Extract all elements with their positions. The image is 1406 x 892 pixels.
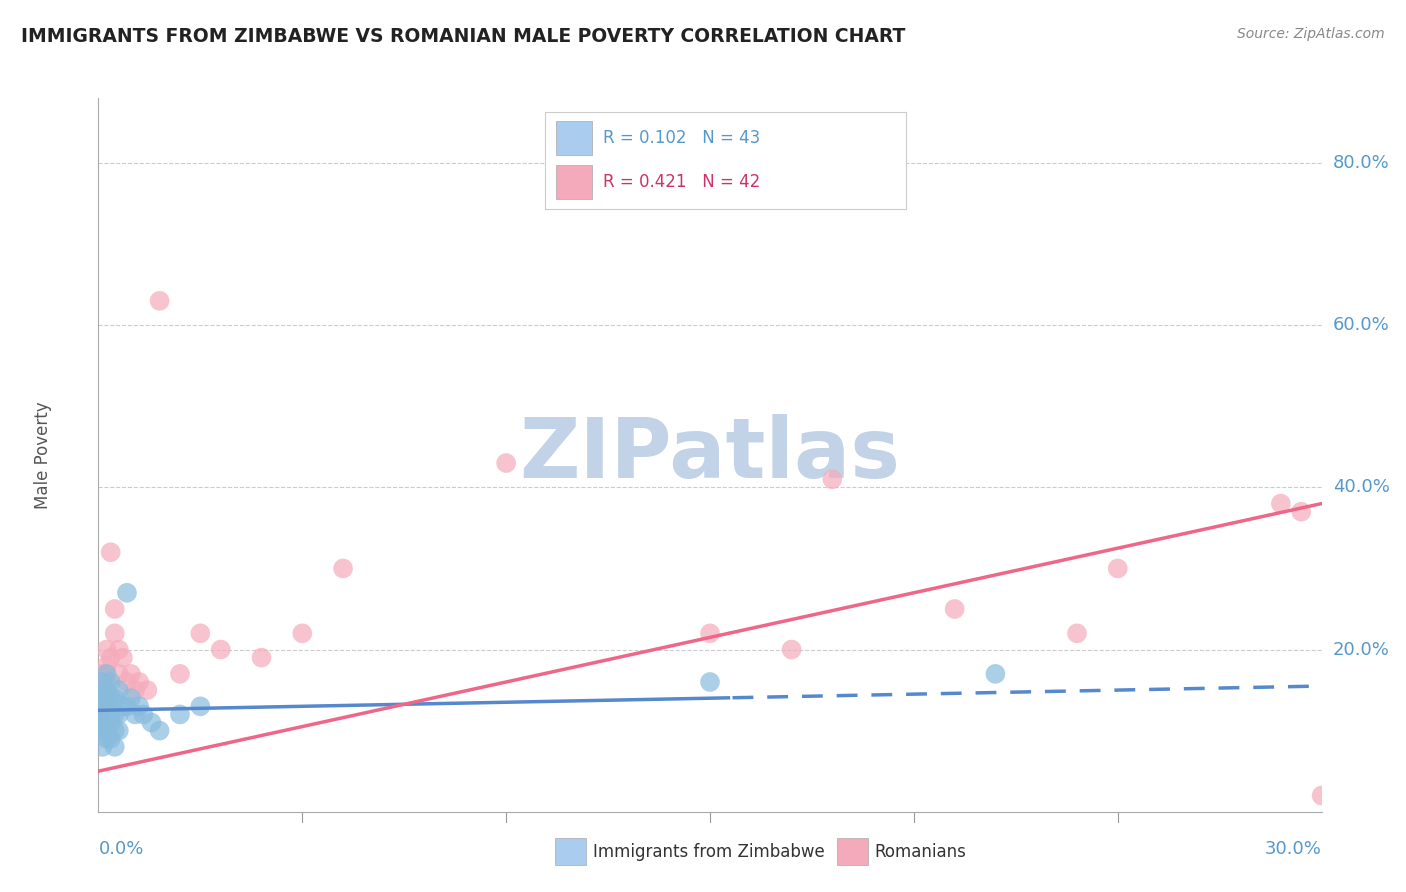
Text: Source: ZipAtlas.com: Source: ZipAtlas.com bbox=[1237, 27, 1385, 41]
Point bbox=[108, 707, 131, 722]
Point bbox=[87, 707, 110, 722]
Point bbox=[943, 602, 966, 616]
Point bbox=[115, 586, 138, 600]
Point bbox=[111, 650, 134, 665]
Point bbox=[100, 691, 122, 706]
Point bbox=[1066, 626, 1088, 640]
Text: Romanians: Romanians bbox=[875, 843, 966, 861]
Point bbox=[115, 699, 138, 714]
Point bbox=[128, 675, 150, 690]
Point bbox=[96, 666, 118, 681]
Point bbox=[291, 626, 314, 640]
Point bbox=[96, 699, 118, 714]
Point bbox=[100, 545, 122, 559]
Point bbox=[87, 699, 110, 714]
Point bbox=[104, 723, 127, 738]
Point bbox=[100, 650, 122, 665]
Point bbox=[100, 675, 122, 690]
Point bbox=[149, 293, 172, 308]
Point bbox=[108, 683, 131, 698]
Point bbox=[96, 691, 118, 706]
Point bbox=[984, 666, 1007, 681]
Point bbox=[91, 715, 114, 730]
Point bbox=[124, 683, 146, 698]
Point bbox=[96, 723, 118, 738]
Point bbox=[115, 675, 138, 690]
Text: Male Poverty: Male Poverty bbox=[34, 401, 52, 508]
Text: 80.0%: 80.0% bbox=[1333, 154, 1389, 172]
Point bbox=[136, 683, 159, 698]
Point bbox=[1310, 789, 1333, 803]
Text: IMMIGRANTS FROM ZIMBABWE VS ROMANIAN MALE POVERTY CORRELATION CHART: IMMIGRANTS FROM ZIMBABWE VS ROMANIAN MAL… bbox=[21, 27, 905, 45]
Point bbox=[87, 683, 110, 698]
Point bbox=[91, 699, 114, 714]
Point bbox=[91, 675, 114, 690]
Point bbox=[91, 707, 114, 722]
Text: Immigrants from Zimbabwe: Immigrants from Zimbabwe bbox=[593, 843, 825, 861]
Point bbox=[104, 739, 127, 754]
Point bbox=[821, 472, 844, 486]
Point bbox=[108, 666, 131, 681]
Point bbox=[100, 691, 122, 706]
Point bbox=[141, 715, 163, 730]
Point bbox=[188, 626, 212, 640]
Point bbox=[250, 650, 273, 665]
Point bbox=[169, 707, 191, 722]
Point bbox=[120, 666, 142, 681]
Point bbox=[699, 675, 721, 690]
Point bbox=[96, 707, 118, 722]
Point bbox=[96, 715, 118, 730]
Point bbox=[111, 699, 134, 714]
Point bbox=[91, 683, 114, 698]
Point bbox=[96, 683, 118, 698]
Text: 60.0%: 60.0% bbox=[1333, 316, 1389, 334]
Point bbox=[96, 683, 118, 698]
Point bbox=[332, 561, 354, 575]
Point bbox=[96, 675, 118, 690]
Point bbox=[124, 707, 146, 722]
Point bbox=[91, 675, 114, 690]
Point bbox=[1107, 561, 1129, 575]
Point bbox=[91, 739, 114, 754]
Point bbox=[96, 642, 118, 657]
Point bbox=[1270, 497, 1292, 511]
Point bbox=[87, 707, 110, 722]
Point bbox=[100, 715, 122, 730]
Point bbox=[780, 642, 803, 657]
Text: 0.0%: 0.0% bbox=[98, 840, 143, 858]
Point bbox=[96, 658, 118, 673]
Text: 20.0%: 20.0% bbox=[1333, 640, 1389, 658]
Text: 40.0%: 40.0% bbox=[1333, 478, 1389, 496]
Point bbox=[100, 731, 122, 746]
Point bbox=[128, 699, 150, 714]
Point bbox=[96, 699, 118, 714]
Point bbox=[104, 626, 127, 640]
Point bbox=[699, 626, 721, 640]
Point bbox=[104, 707, 127, 722]
Point bbox=[104, 691, 127, 706]
Point bbox=[100, 707, 122, 722]
Point bbox=[149, 723, 172, 738]
Point bbox=[91, 723, 114, 738]
Point bbox=[104, 602, 127, 616]
Point bbox=[132, 707, 155, 722]
Point bbox=[108, 723, 131, 738]
Point bbox=[495, 456, 517, 470]
Point bbox=[120, 691, 142, 706]
Point bbox=[169, 666, 191, 681]
Point bbox=[1291, 505, 1313, 519]
Point bbox=[91, 666, 114, 681]
Point bbox=[209, 642, 232, 657]
Point bbox=[91, 691, 114, 706]
Text: ZIPatlas: ZIPatlas bbox=[520, 415, 900, 495]
Point bbox=[188, 699, 212, 714]
Point bbox=[91, 691, 114, 706]
Point bbox=[108, 642, 131, 657]
Text: 30.0%: 30.0% bbox=[1265, 840, 1322, 858]
Point bbox=[87, 723, 110, 738]
Point bbox=[96, 731, 118, 746]
Point bbox=[100, 699, 122, 714]
